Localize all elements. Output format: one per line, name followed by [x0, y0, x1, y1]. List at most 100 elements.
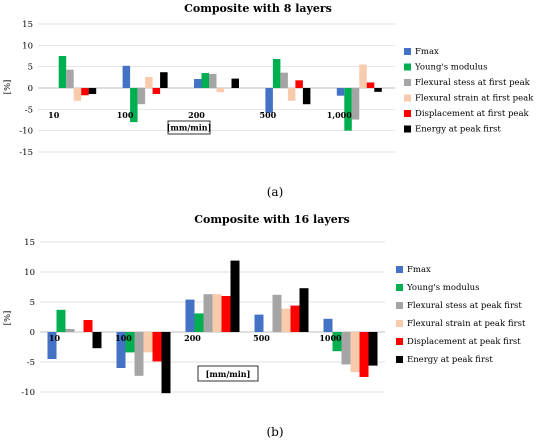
legend-label: Flexural stess at peak first	[407, 301, 522, 311]
category-label: 10	[49, 333, 61, 343]
legend-label: Flexural strain at peak first	[407, 319, 526, 329]
chart-b-subcaption: (b)	[266, 425, 283, 439]
bar	[125, 332, 135, 353]
bar	[143, 332, 153, 353]
bar	[212, 294, 222, 332]
bar	[92, 332, 102, 349]
bar	[230, 260, 240, 332]
bar	[265, 88, 273, 113]
category-label: 500	[260, 110, 277, 120]
bar	[88, 88, 97, 94]
legend-swatch	[404, 48, 411, 55]
chart-b-yticks: 15 10 5 0 -5 -10	[21, 238, 35, 398]
bar	[332, 332, 342, 352]
bar	[209, 73, 217, 88]
bar	[366, 82, 375, 88]
bar	[194, 313, 204, 332]
bar	[374, 88, 382, 92]
bar	[130, 88, 138, 123]
y-tick-label: -5	[25, 105, 33, 115]
bar	[65, 329, 75, 332]
legend-label: Fmax	[407, 265, 431, 275]
chart-b: Composite with 16 layers [%] 15 10 5 0 -5 -10…	[3, 213, 526, 439]
bar	[341, 332, 351, 365]
legend-swatch	[396, 302, 403, 309]
legend-swatch	[404, 79, 411, 86]
bar	[323, 318, 333, 332]
chart-b-categories: 10 100 200 500 1000	[49, 333, 342, 343]
bar	[281, 308, 291, 332]
chart-a-unit: [mm/min]	[167, 123, 212, 133]
y-tick-label: 10	[24, 268, 35, 278]
legend-swatch	[396, 266, 403, 273]
bar	[359, 64, 367, 88]
legend-swatch	[396, 320, 403, 327]
chart-a-title: Composite with 8 layers	[184, 2, 332, 15]
bar	[56, 309, 66, 332]
bar	[81, 88, 89, 96]
legend-label: Flexural stess at first peak	[415, 78, 531, 88]
bar	[351, 88, 360, 120]
bar	[287, 88, 296, 101]
bar	[231, 78, 239, 88]
y-tick-label: -10	[21, 388, 35, 398]
legend-label: Displacement at peak first	[407, 337, 521, 347]
y-tick-label: 5	[30, 298, 35, 308]
legend-swatch	[396, 338, 403, 345]
legend-label: Flexural strain at first peak	[415, 94, 534, 104]
y-tick-label: 15	[24, 238, 35, 248]
bar	[73, 88, 82, 101]
category-label: 200	[188, 110, 205, 120]
chart-a-legend: Fmax Young's modulus Flexural stess at fir…	[404, 47, 534, 135]
y-tick-label: 10	[22, 41, 33, 51]
bar	[272, 294, 282, 332]
legend-label: Energy at peak first	[407, 355, 493, 365]
bar	[359, 332, 369, 377]
chart-b-legend: Fmax Young's modulus Flexural stess at pea…	[396, 265, 526, 365]
bar	[295, 80, 303, 88]
legend-label: Displacement at first peak	[415, 109, 530, 119]
chart-b-title: Composite with 16 layers	[194, 213, 349, 226]
bar	[160, 72, 168, 88]
bar	[66, 69, 74, 88]
chart-a-grid	[38, 23, 395, 153]
bar	[83, 320, 93, 332]
bar	[272, 58, 281, 88]
bar	[254, 314, 264, 332]
bar	[161, 332, 171, 394]
bar	[344, 88, 352, 131]
category-label: 200	[184, 333, 201, 343]
bar	[134, 332, 144, 376]
chart-a-categories: 10 100 200 500 1,000	[48, 110, 352, 120]
chart-b-unit: [mm/min]	[206, 369, 251, 379]
legend-label: Young's modulus	[406, 283, 479, 293]
y-tick-label: 0	[30, 328, 35, 338]
bar	[203, 294, 213, 332]
category-label: 500	[253, 333, 270, 343]
chart-a-unit-box: [mm/min]	[167, 120, 212, 135]
legend-label: Energy at peak first	[415, 125, 501, 135]
chart-a-subcaption: (a)	[267, 185, 284, 199]
bar	[137, 88, 146, 105]
category-label: 100	[115, 333, 132, 343]
legend-swatch	[404, 63, 411, 71]
chart-a-bars	[51, 56, 382, 131]
y-tick-label: -15	[19, 148, 33, 158]
legend-swatch	[396, 356, 403, 363]
legend-label: Young's modulus	[414, 63, 487, 73]
bar	[302, 88, 311, 105]
bar	[368, 332, 378, 366]
legend-swatch	[396, 284, 403, 291]
bar	[280, 72, 288, 88]
bar	[194, 79, 202, 88]
bar	[145, 76, 153, 88]
legend-swatch	[404, 125, 411, 133]
bar	[116, 332, 126, 368]
bar	[201, 73, 209, 88]
bar	[152, 88, 161, 94]
legend-swatch	[404, 94, 411, 102]
y-tick-label: 0	[28, 84, 33, 94]
bar	[58, 56, 67, 88]
bar	[122, 65, 131, 88]
